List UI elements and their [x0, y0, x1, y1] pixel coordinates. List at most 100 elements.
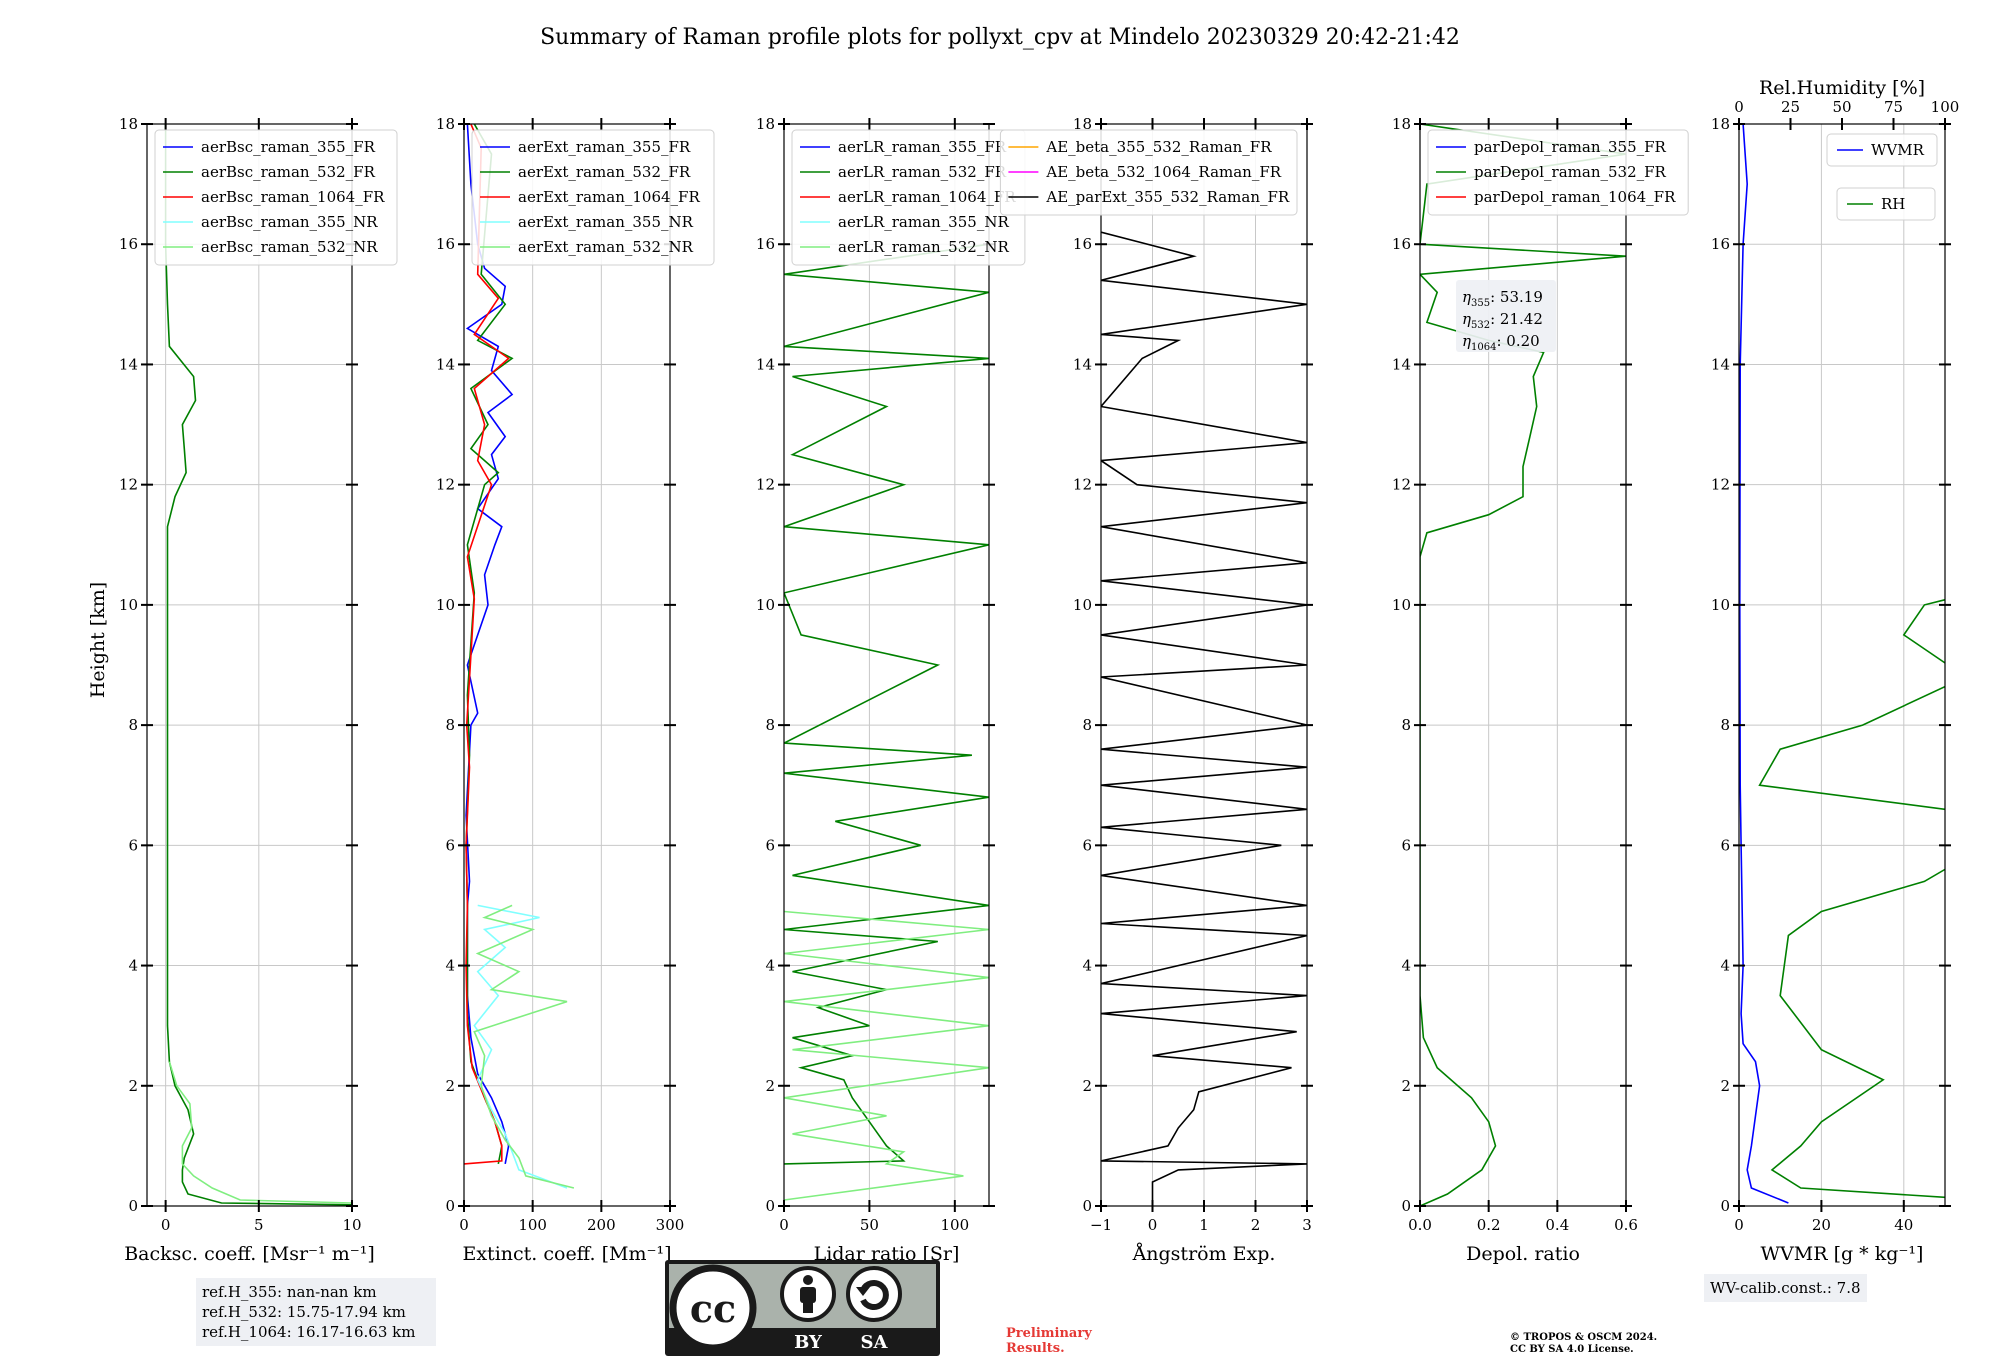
x-tick-label: 3	[1302, 1216, 1312, 1234]
sa-label: SA	[861, 1332, 889, 1353]
panel-depolarization: 0 2 4 6 8 10 12 14 16 18 0.0 0.2 0.4 0.6 Depol. ratio p…	[1392, 115, 1689, 1265]
wv-calibration-box: WV-calib.const.: 7.8	[1704, 1274, 1867, 1302]
y-tick-label: 14	[756, 355, 775, 373]
y-tick-label: 14	[436, 355, 455, 373]
x-tick-label: −1	[1090, 1216, 1112, 1234]
by-label: BY	[794, 1332, 823, 1353]
cc-icon	[669, 1264, 757, 1352]
axes-frame	[783, 123, 990, 1207]
plot-area	[1101, 231, 1307, 1206]
legend-label-aerBsc_raman_355_NR: aerBsc_raman_355_NR	[201, 213, 378, 231]
x-tick-label: 10	[342, 1216, 361, 1234]
preliminary-line1: Preliminary	[1006, 1326, 1092, 1341]
y-tick-label: 12	[119, 476, 138, 494]
y-tick-label: 6	[128, 836, 138, 854]
y-tick-label: 18	[436, 115, 455, 133]
legend-box	[1826, 133, 1938, 167]
x-tick-label: 20	[1812, 1216, 1831, 1234]
top-x-tick-label: 25	[1781, 98, 1800, 116]
y-tick-label: 12	[756, 476, 775, 494]
top-x-tick-label: 100	[1931, 98, 1960, 116]
panel-extinction: 0 2 4 6 8 10 12 14 16 18 0 100 200 300 Extinct. coeff.…	[436, 115, 715, 1265]
y-tick-label: 4	[765, 957, 775, 975]
legend-box	[471, 129, 715, 266]
y-tick-label: 18	[756, 115, 775, 133]
legend: parDepol_raman_355_FR parDepol_raman_532_…	[1427, 129, 1689, 216]
x-axis-label: Ångström Exp.	[1132, 1243, 1276, 1265]
y-tick-label: 10	[436, 596, 455, 614]
y-tick-label: 8	[765, 716, 775, 734]
x-tick-label: 0.4	[1545, 1216, 1569, 1234]
legend-box	[1836, 187, 1936, 221]
series-line-RH	[1758, 598, 1945, 1199]
copyright-line1: © TROPOS & OSCM 2024.	[1510, 1332, 1658, 1343]
y-tick-label: 16	[436, 235, 455, 253]
series-line-aerBsc_raman_532_NR	[168, 1061, 352, 1204]
legend-label-WVMR: WVMR	[1871, 141, 1925, 159]
y-tick-label: 18	[1711, 115, 1730, 133]
preliminary-line2: Results.	[1006, 1341, 1065, 1356]
y-tick-label: 2	[1082, 1077, 1092, 1095]
y-tick-label: 6	[1082, 836, 1092, 854]
ref-height-1064: ref.H_1064: 16.17-16.63 km	[202, 1323, 416, 1341]
x-tick-label: 0	[1148, 1216, 1158, 1234]
y-tick-label: 0	[1720, 1197, 1730, 1215]
copyright-line2: CC BY SA 4.0 License.	[1510, 1344, 1634, 1355]
y-tick-label: 8	[128, 716, 138, 734]
by-person-icon	[780, 1266, 836, 1322]
y-tick-label: 12	[1073, 476, 1092, 494]
legend-label-aerLR_raman_355_NR: aerLR_raman_355_NR	[838, 213, 1009, 231]
y-tick-label: 8	[1082, 716, 1092, 734]
y-tick-label: 12	[1392, 476, 1411, 494]
legend-label-aerBsc_raman_532_NR: aerBsc_raman_532_NR	[201, 238, 378, 256]
y-axis-label: Height [km]	[87, 582, 109, 698]
y-tick-label: 8	[1720, 716, 1730, 734]
eta-value: η355: 53.19	[1462, 288, 1543, 309]
series-line-aerBsc_raman_532_FR	[164, 124, 352, 1206]
series-line-aerExt_raman_532_NR	[473, 904, 575, 1189]
y-tick-label: 10	[119, 596, 138, 614]
x-axis-label: WVMR [g * kg⁻¹]	[1761, 1243, 1924, 1265]
y-tick-label: 4	[1401, 957, 1411, 975]
plot-area	[784, 243, 989, 1201]
plot-area	[164, 124, 352, 1206]
y-tick-label: 6	[1720, 836, 1730, 854]
y-tick-label: 4	[1082, 957, 1092, 975]
y-tick-label: 14	[1073, 355, 1092, 373]
top-x-axis-label: Rel.Humidity [%]	[1759, 77, 1925, 99]
x-tick-label: 40	[1894, 1216, 1913, 1234]
panel-lidar_ratio: 0 2 4 6 8 10 12 14 16 18 0 50 100 Lidar ratio [Sr] aer…	[756, 115, 1026, 1265]
axes-frame	[146, 123, 353, 1207]
y-tick-label: 2	[765, 1077, 775, 1095]
x-axis-label: Extinct. coeff. [Mm⁻¹]	[462, 1243, 671, 1265]
legend-label-aerExt_raman_355_NR: aerExt_raman_355_NR	[518, 213, 694, 231]
series-line-aerLR_raman_532_NR	[784, 910, 989, 1201]
x-tick-label: 300	[656, 1216, 685, 1234]
y-tick-label: 2	[128, 1077, 138, 1095]
legend: aerExt_raman_355_FR aerExt_raman_532_FRae…	[471, 129, 715, 266]
series-line-aerExt_raman_355_FR	[465, 124, 514, 1165]
y-tick-label: 0	[445, 1197, 455, 1215]
x-tick-label: 200	[587, 1216, 616, 1234]
legend-label-aerExt_raman_532_FR: aerExt_raman_532_FR	[518, 163, 691, 181]
y-tick-label: 16	[756, 235, 775, 253]
y-tick-label: 18	[1073, 115, 1092, 133]
legend-label-aerLR_raman_355_FR: aerLR_raman_355_FR	[838, 138, 1007, 156]
eta-value: η532: 21.42	[1462, 310, 1543, 331]
x-tick-label: 1	[1199, 1216, 1209, 1234]
legend: aerBsc_raman_355_FR aerBsc_raman_532_FRae…	[154, 129, 398, 266]
y-tick-label: 12	[1711, 476, 1730, 494]
x-tick-label: 5	[254, 1216, 264, 1234]
legend-label-aerLR_raman_1064_FR: aerLR_raman_1064_FR	[838, 188, 1016, 206]
legend-box	[1427, 129, 1689, 216]
legend-label-aerExt_raman_355_FR: aerExt_raman_355_FR	[518, 138, 691, 156]
legend-label-parDepol_raman_355_FR: parDepol_raman_355_FR	[1474, 138, 1667, 156]
y-tick-label: 0	[1082, 1197, 1092, 1215]
y-tick-label: 16	[1073, 235, 1092, 253]
legend-label-aerBsc_raman_532_FR: aerBsc_raman_532_FR	[201, 163, 376, 181]
y-tick-label: 0	[765, 1197, 775, 1215]
y-tick-label: 2	[1401, 1077, 1411, 1095]
x-tick-label: 0	[161, 1216, 171, 1234]
